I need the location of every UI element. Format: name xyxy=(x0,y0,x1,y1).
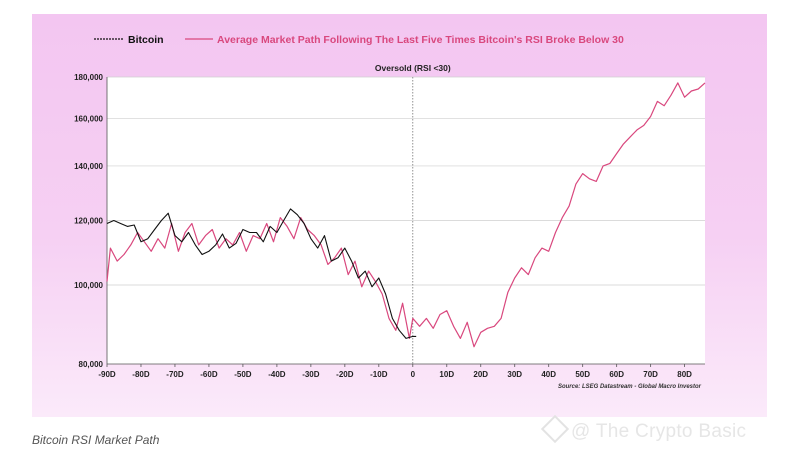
bitcoin-series-line xyxy=(106,208,417,339)
watermark-text: @ The Crypto Basic xyxy=(571,421,747,442)
x-tick-label: -10D xyxy=(370,370,388,379)
x-tick-label: -40D xyxy=(268,370,286,379)
oversold-annotation: Oversold (RSI <30) xyxy=(375,63,451,73)
x-tick-label: 70D xyxy=(643,370,658,379)
x-tick-label: -30D xyxy=(302,370,320,379)
figure-caption: Bitcoin RSI Market Path xyxy=(32,433,160,447)
watermark: @ The Crypto Basic xyxy=(540,414,747,444)
x-tick-label: 10D xyxy=(439,370,454,379)
x-tick-label: 30D xyxy=(507,370,522,379)
legend-label-bitcoin: Bitcoin xyxy=(128,34,164,46)
average-path-series-line xyxy=(106,82,706,348)
x-tick-label: 40D xyxy=(541,370,556,379)
y-tick-label: 180,000 xyxy=(74,73,103,82)
chart-panel: 80,000 100,000 120,000 140,000 160,000 180,00… xyxy=(32,14,767,417)
y-tick-label: 140,000 xyxy=(74,162,103,171)
x-tick-label: -20D xyxy=(336,370,354,379)
x-tick-label: -60D xyxy=(200,370,218,379)
x-tick-label: 80D xyxy=(677,370,692,379)
y-tick-label: 160,000 xyxy=(74,115,103,124)
y-tick-label: 100,000 xyxy=(74,281,103,290)
y-tick-label: 80,000 xyxy=(79,360,104,369)
x-tick-label: 60D xyxy=(609,370,624,379)
crypto-basic-logo-icon xyxy=(540,414,570,444)
x-tick-label: 50D xyxy=(575,370,590,379)
x-tick-label: 0 xyxy=(411,370,416,379)
legend-label-average-path: Average Market Path Following The Last F… xyxy=(217,34,624,46)
x-tick-label: -50D xyxy=(234,370,252,379)
x-tick-label: 20D xyxy=(473,370,488,379)
x-tick-label: -70D xyxy=(166,370,184,379)
chart-svg: 80,000 100,000 120,000 140,000 160,000 180,00… xyxy=(74,34,706,390)
source-note: Source: LSEG Datastream - Global Macro I… xyxy=(558,384,702,390)
y-tick-label: 120,000 xyxy=(74,217,103,226)
x-tick-label: -90D xyxy=(98,370,116,379)
x-tick-label: -80D xyxy=(132,370,150,379)
